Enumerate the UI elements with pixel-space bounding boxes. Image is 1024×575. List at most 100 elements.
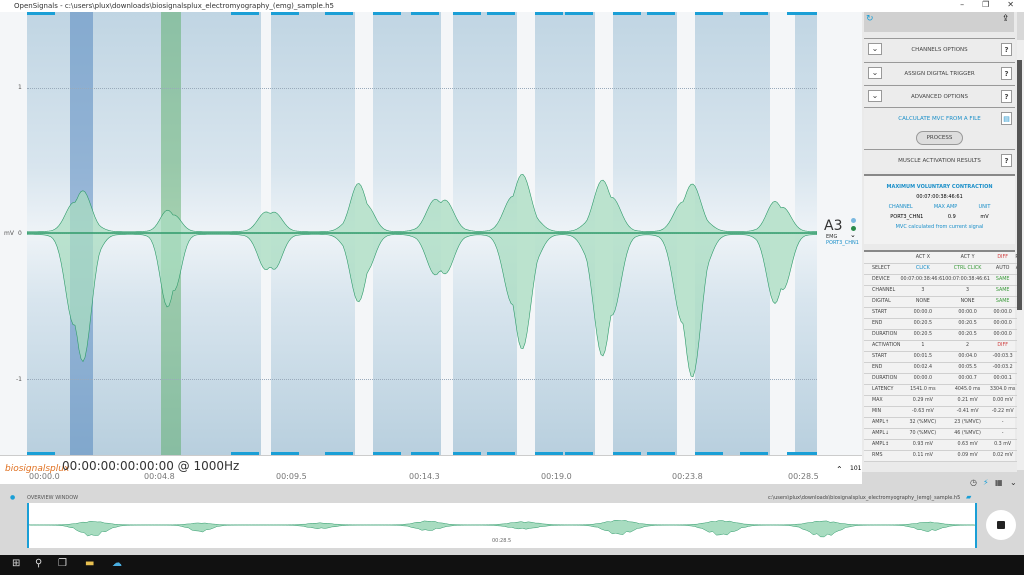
time-tick: 00:19.0 bbox=[541, 472, 572, 481]
help-button[interactable]: ? bbox=[1001, 43, 1012, 56]
calc-mvc-row[interactable]: CALCULATE MVC FROM A FILE ▤ bbox=[864, 107, 1015, 129]
table-cell: DIFF bbox=[989, 340, 1016, 352]
table-cell: 0.93 mV bbox=[900, 439, 946, 451]
file-explorer-icon[interactable]: ▬ bbox=[85, 558, 95, 569]
minimize-button[interactable]: – bbox=[960, 0, 965, 9]
channels-options-row[interactable]: ⌄ CHANNELS OPTIONS? bbox=[864, 38, 1015, 60]
segment-marker bbox=[373, 12, 401, 15]
table-cell: 0.3 mV bbox=[989, 439, 1016, 451]
logo: biosignalsplux bbox=[5, 464, 70, 474]
plot-area[interactable] bbox=[27, 12, 817, 455]
segment-marker bbox=[411, 12, 439, 15]
segment-marker bbox=[535, 452, 563, 455]
segment-marker bbox=[535, 12, 563, 15]
maximize-button[interactable]: ❐ bbox=[982, 0, 990, 9]
signal-plot[interactable]: 1 0 mV -1 A3 EMG PORT3_CHN1 ⌄ biosignals… bbox=[0, 12, 862, 484]
table-cell[interactable]: CLICK bbox=[900, 263, 946, 275]
color-dot-icon[interactable] bbox=[851, 226, 856, 231]
clock-icon[interactable]: ◷ bbox=[970, 478, 977, 487]
plug-icon[interactable]: ⚡ bbox=[983, 478, 989, 487]
segment-marker bbox=[325, 452, 353, 455]
segment-marker bbox=[231, 452, 259, 455]
table-cell[interactable]: CTRL CLICK bbox=[945, 263, 990, 275]
grid-icon[interactable]: ▦ bbox=[995, 478, 1003, 487]
table-cell: ACT Y bbox=[945, 252, 990, 264]
table-row: AMPL↓70 (%MVC)46 (%MVC)-- bbox=[864, 428, 1024, 440]
overview-envelope bbox=[28, 520, 976, 538]
help-button[interactable]: ? bbox=[1001, 90, 1012, 103]
segment-marker bbox=[411, 452, 439, 455]
advanced-options-row[interactable]: ⌄ ADVANCED OPTIONS? bbox=[864, 85, 1015, 107]
stop-icon bbox=[997, 521, 1005, 529]
zoom-label[interactable]: 101 bbox=[850, 465, 862, 472]
opensignals-taskbar-icon[interactable]: ☁ bbox=[112, 558, 122, 569]
segment-marker bbox=[613, 452, 641, 455]
close-button[interactable]: ✕ bbox=[1007, 0, 1014, 9]
help-button[interactable]: ? bbox=[1001, 154, 1012, 167]
sampling-rate: @ 1000Hz bbox=[177, 459, 240, 473]
table-cell: END bbox=[864, 318, 901, 330]
table-cell: AMPL↕ bbox=[864, 439, 901, 451]
scrollbar-thumb[interactable] bbox=[1017, 60, 1022, 310]
overview-window[interactable] bbox=[27, 503, 977, 548]
table-cell: 0.63 mV bbox=[945, 439, 990, 451]
mvc-title: MAXIMUM VOLUNTARY CONTRACTION bbox=[886, 184, 993, 190]
segment-marker bbox=[453, 12, 481, 15]
table-cell: LATENCY bbox=[864, 384, 901, 396]
time-axis: 00:00.0 00:04.8 00:09.5 00:14.3 00:19.0 … bbox=[0, 472, 862, 490]
segment-marker bbox=[787, 12, 815, 15]
file-path: c:\users\plux\downloads\biosignalsplux_e… bbox=[768, 495, 961, 501]
process-button[interactable]: PROCESS bbox=[915, 131, 964, 145]
table-cell: 00:20.5 bbox=[945, 318, 990, 330]
help-button[interactable]: ? bbox=[1001, 67, 1012, 80]
signal-envelope bbox=[27, 174, 817, 378]
table-cell: 00:00.0 bbox=[989, 329, 1016, 341]
task-view-icon[interactable]: ❐ bbox=[58, 558, 67, 569]
table-cell: 0.09 mV bbox=[945, 450, 990, 462]
folder-icon[interactable]: ▰ bbox=[966, 493, 972, 501]
results-row[interactable]: MUSCLE ACTIVATION RESULTS? bbox=[864, 149, 1015, 171]
visibility-dot-icon[interactable] bbox=[851, 218, 856, 223]
chevron-down-icon[interactable]: ⌄ bbox=[850, 231, 856, 239]
segment-marker bbox=[373, 452, 401, 455]
share-icon[interactable]: ⇪ bbox=[1002, 14, 1010, 24]
mvc-box: MAXIMUM VOLUNTARY CONTRACTION 00:07:00:3… bbox=[864, 174, 1015, 244]
file-icon[interactable]: ▤ bbox=[1001, 112, 1012, 125]
mvc-note: MVC calculated from current signal bbox=[895, 224, 984, 230]
table-cell: 0.02 mV bbox=[989, 450, 1016, 462]
table-cell: 00:20.5 bbox=[900, 318, 946, 330]
table-cell: 00:07:00:38:46:61 bbox=[945, 274, 990, 286]
search-icon[interactable]: ⚲ bbox=[35, 558, 43, 569]
table-cell: 00:00.7 bbox=[945, 373, 990, 385]
table-cell: 00:04.0 bbox=[945, 351, 990, 363]
chevron-down-icon: ⌄ bbox=[868, 43, 882, 55]
segment-marker bbox=[27, 12, 55, 15]
table-cell: 1541.0 ms bbox=[900, 384, 946, 396]
time-tick: 00:00.0 bbox=[29, 472, 60, 481]
record-stop-button[interactable] bbox=[986, 510, 1016, 540]
table-cell: 3304.0 ms bbox=[989, 384, 1016, 396]
channel-port: PORT3_CHN1 bbox=[826, 240, 859, 246]
table-cell: 00:01.5 bbox=[900, 351, 946, 363]
table-cell: RMS bbox=[864, 450, 901, 462]
windows-start-icon[interactable]: ⊞ bbox=[12, 558, 21, 569]
table-cell: 00:00.0 bbox=[945, 307, 990, 319]
assign-trigger-row[interactable]: ⌄ ASSIGN DIGITAL TRIGGER? bbox=[864, 62, 1015, 84]
overview-time: 00:28.5 bbox=[492, 538, 512, 544]
table-cell: SAME bbox=[989, 285, 1016, 297]
y-tick: -1 bbox=[16, 376, 22, 383]
table-row: DEVICE 00:07:00:38:46:61 00:07:00:38:46:61… bbox=[864, 274, 1024, 286]
table-cell[interactable]: AUTO bbox=[989, 263, 1016, 275]
taskbar: ⊞ ⚲ ❐ ▬ ☁ bbox=[0, 555, 1024, 575]
chevron-down-icon[interactable]: ⌄ bbox=[1010, 478, 1017, 487]
time-tick: 00:09.5 bbox=[276, 472, 307, 481]
panel-header bbox=[864, 12, 1014, 32]
table-cell: 4045.0 ms bbox=[945, 384, 990, 396]
chevron-up-icon[interactable]: ⌃ bbox=[836, 465, 843, 474]
